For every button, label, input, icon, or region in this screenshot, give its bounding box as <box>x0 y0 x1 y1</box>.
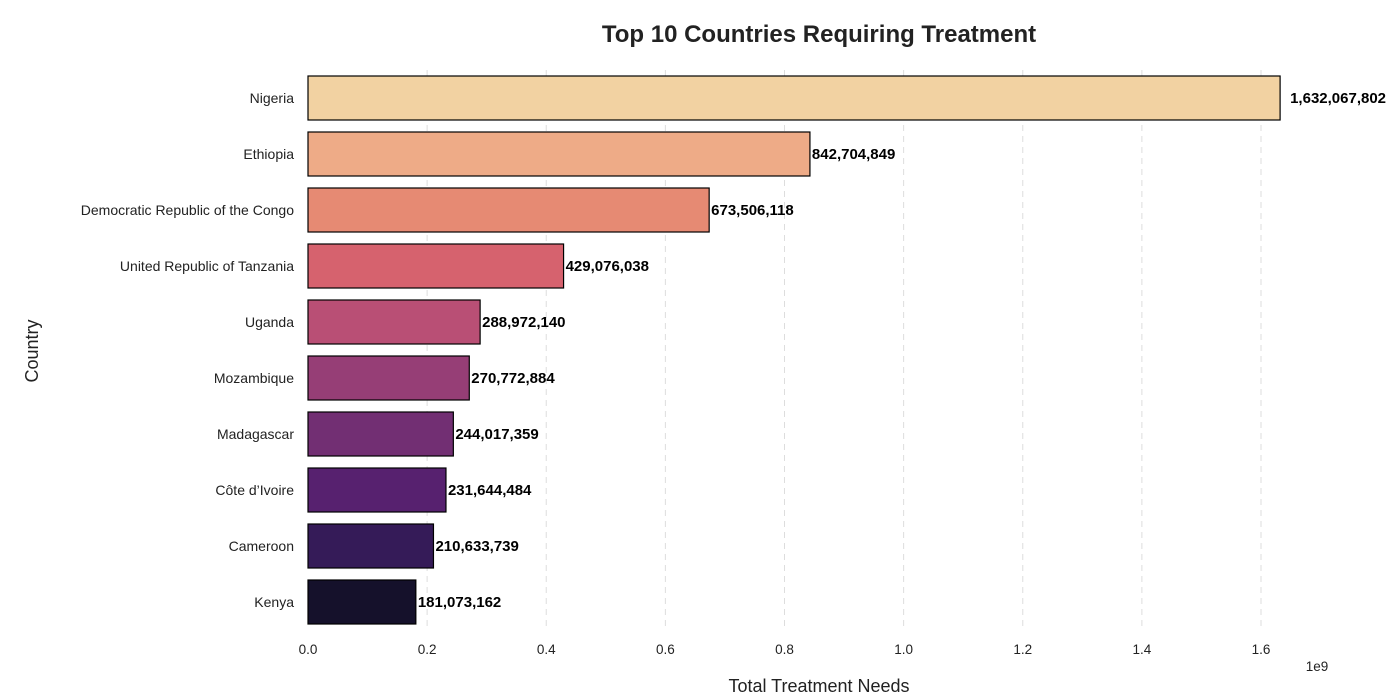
x-tick-label: 0.6 <box>656 642 675 657</box>
y-axis-label: Country <box>22 319 42 382</box>
category-label: Mozambique <box>214 370 294 386</box>
category-label: Ethiopia <box>243 146 294 162</box>
data-label: 288,972,140 <box>482 314 565 331</box>
bars <box>307 75 1281 625</box>
bar <box>307 75 1281 121</box>
x-scale-label: 1e9 <box>1306 659 1329 674</box>
x-tick-label: 0.2 <box>418 642 437 657</box>
data-label: 270,772,884 <box>471 370 555 387</box>
x-tick-label: 0.8 <box>775 642 794 657</box>
bar <box>307 523 435 569</box>
category-label: Madagascar <box>217 426 294 442</box>
category-label: Nigeria <box>250 90 295 106</box>
bar <box>307 355 470 401</box>
bar <box>307 187 710 233</box>
category-label: Cameroon <box>229 538 294 554</box>
category-labels: Nigeria Ethiopia Democratic Republic of th… <box>81 90 295 610</box>
chart-title: Top 10 Countries Requiring Treatment <box>602 21 1036 48</box>
data-label: 429,076,038 <box>566 258 649 275</box>
category-label: Democratic Republic of the Congo <box>81 202 294 218</box>
x-axis-label: Total Treatment Needs <box>728 676 909 696</box>
category-label: United Republic of Tanzania <box>120 258 294 274</box>
bar <box>307 299 481 345</box>
x-tick-label: 1.4 <box>1132 642 1151 657</box>
data-label: 673,506,118 <box>711 202 794 219</box>
data-label: 842,704,849 <box>812 146 895 163</box>
data-label: 210,633,739 <box>435 538 518 555</box>
x-tick-labels: 0.0 0.2 0.4 0.6 0.8 1.0 1.2 1.4 1.6 <box>299 642 1271 657</box>
value-labels: 1,632,067,802 842,704,849 673,506,118 429,0… <box>418 90 1386 611</box>
x-tick-label: 1.2 <box>1013 642 1032 657</box>
bar <box>307 467 447 513</box>
data-label: 231,644,484 <box>448 482 532 499</box>
category-label: Côte d’Ivoire <box>215 482 294 498</box>
category-label: Kenya <box>254 594 294 610</box>
x-tick-label: 1.0 <box>894 642 913 657</box>
bar <box>307 131 811 177</box>
category-label: Uganda <box>245 314 294 330</box>
data-label: 181,073,162 <box>418 594 501 611</box>
data-label: 1,632,067,802 <box>1290 90 1386 107</box>
bar <box>307 579 417 625</box>
x-tick-label: 0.0 <box>299 642 318 657</box>
bar <box>307 411 454 457</box>
x-tick-label: 0.4 <box>537 642 556 657</box>
data-label: 244,017,359 <box>455 426 538 443</box>
bar <box>307 243 565 289</box>
x-tick-label: 1.6 <box>1252 642 1271 657</box>
